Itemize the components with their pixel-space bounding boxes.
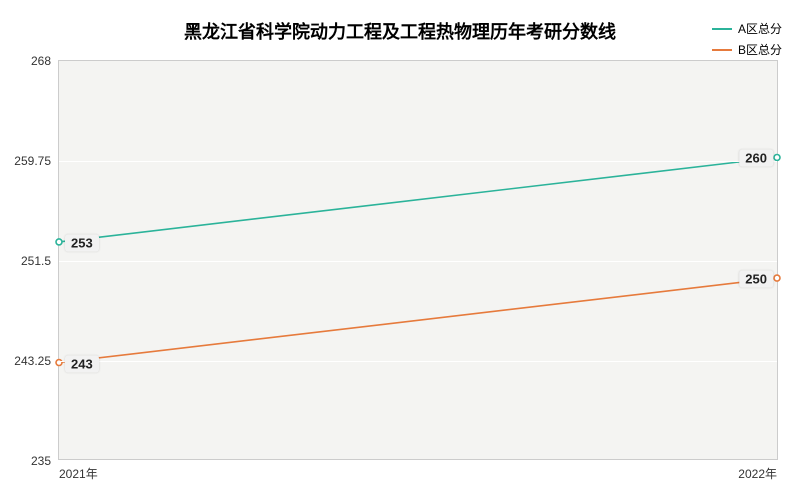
series-line	[59, 157, 777, 241]
y-tick-label: 243.25	[14, 354, 59, 368]
y-tick-label: 259.75	[14, 154, 59, 168]
data-point-marker	[774, 275, 780, 281]
plot-area: 235243.25251.5259.752682021年2022年2532602…	[58, 60, 778, 460]
data-label: 250	[739, 271, 773, 288]
legend-item-a: A区总分	[712, 20, 782, 37]
y-tick-label: 235	[31, 454, 59, 468]
legend-item-b: B区总分	[712, 41, 782, 58]
y-tick-label: 268	[31, 54, 59, 68]
gridline-h	[59, 361, 777, 362]
legend: A区总分 B区总分	[712, 20, 782, 62]
legend-swatch-b	[712, 49, 732, 51]
data-label: 260	[739, 149, 773, 166]
line-layer	[59, 61, 777, 459]
legend-label-b: B区总分	[738, 41, 782, 58]
legend-swatch-a	[712, 28, 732, 30]
x-tick-label: 2022年	[738, 459, 777, 482]
x-tick-label: 2021年	[59, 459, 98, 482]
data-label: 243	[65, 356, 99, 373]
gridline-h	[59, 261, 777, 262]
chart-container: 黑龙江省科学院动力工程及工程热物理历年考研分数线 A区总分 B区总分 235 24…	[0, 0, 800, 500]
chart-title: 黑龙江省科学院动力工程及工程热物理历年考研分数线	[0, 18, 800, 44]
y-tick-label: 251.5	[21, 254, 59, 268]
data-label: 253	[65, 234, 99, 251]
series-line	[59, 278, 777, 362]
data-point-marker	[56, 239, 62, 245]
legend-label-a: A区总分	[738, 20, 782, 37]
data-point-marker	[774, 154, 780, 160]
gridline-h	[59, 161, 777, 162]
